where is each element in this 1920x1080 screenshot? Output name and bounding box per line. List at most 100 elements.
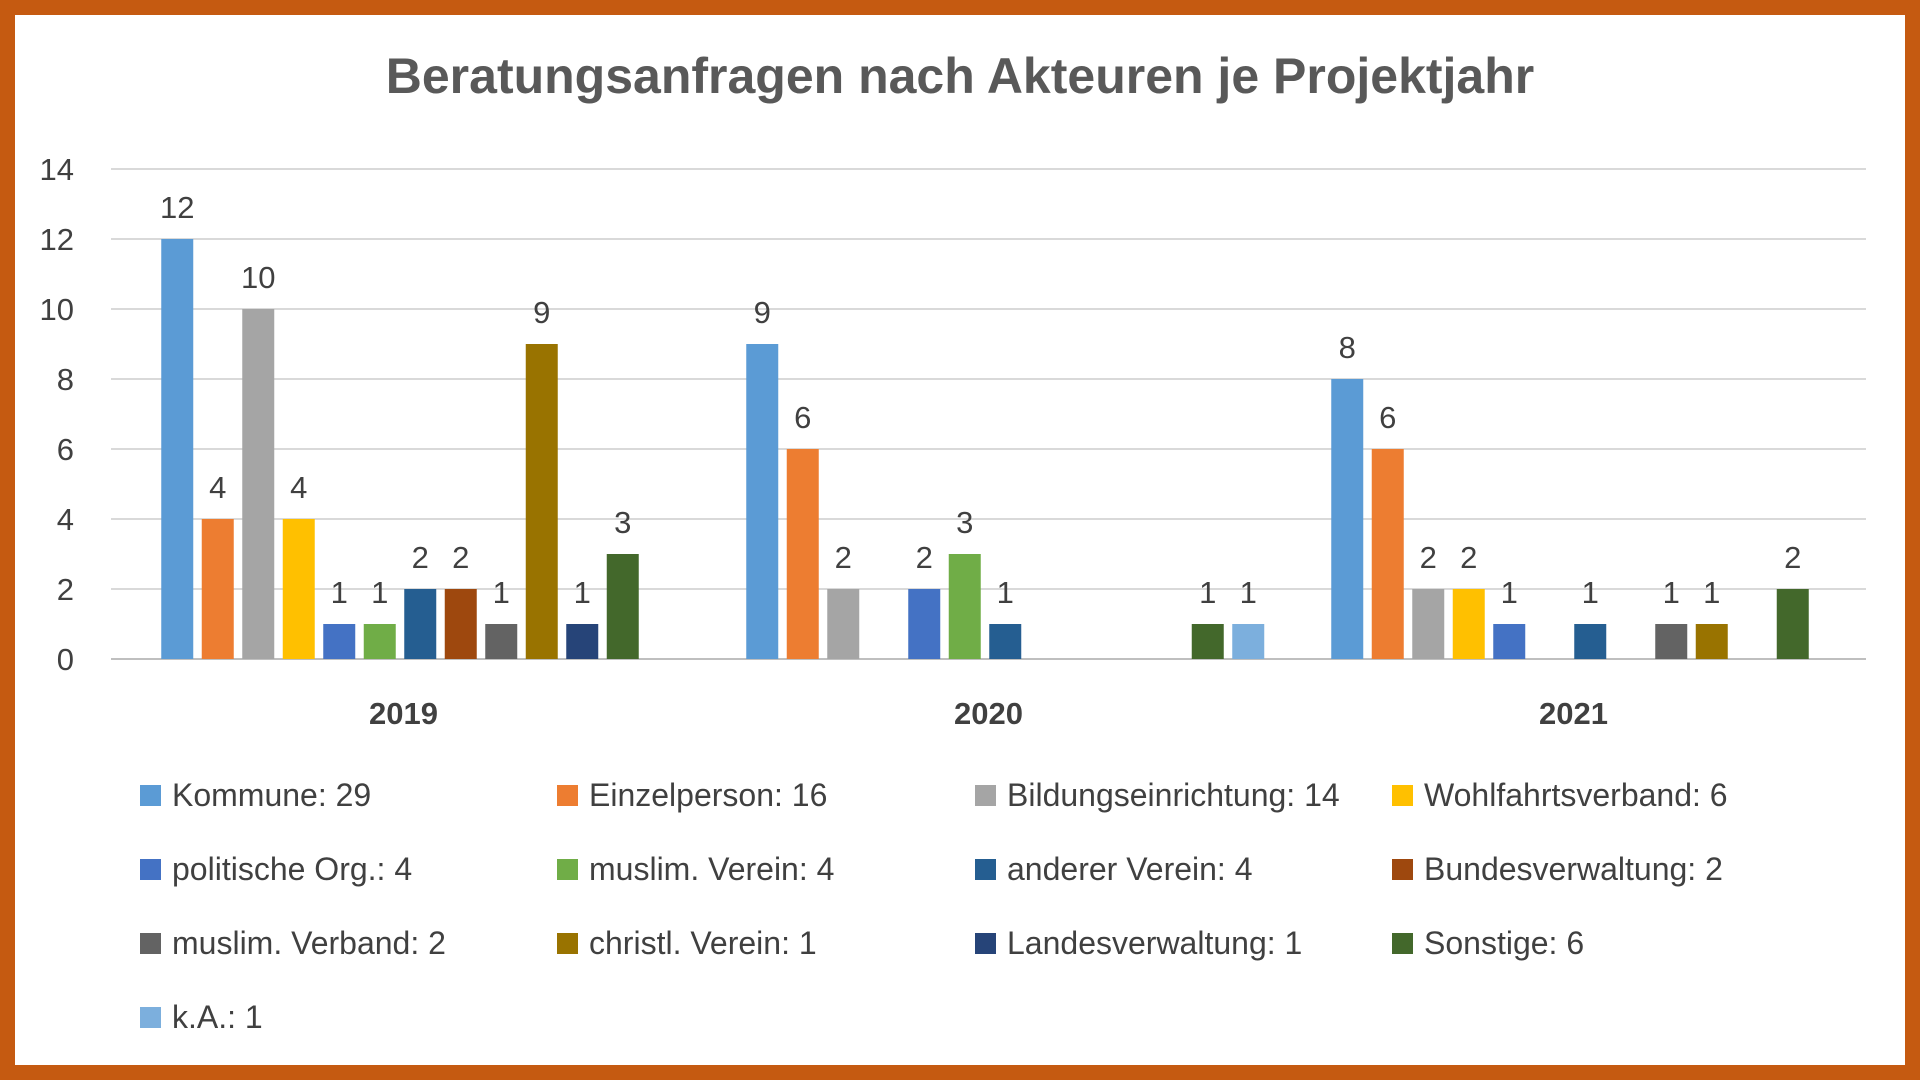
- legend-swatch: [975, 785, 996, 806]
- x-category-label: 2020: [954, 696, 1023, 731]
- legend-label: anderer Verein: 4: [1007, 851, 1253, 887]
- bar: [1232, 624, 1265, 659]
- data-label: 8: [1339, 330, 1356, 365]
- data-label: 1: [1240, 575, 1257, 610]
- data-label: 12: [160, 190, 194, 225]
- legend-swatch: [140, 859, 161, 880]
- bar: [485, 624, 518, 659]
- legend-swatch: [975, 933, 996, 954]
- legend-label: k.A.: 1: [172, 999, 263, 1035]
- bar: [989, 624, 1022, 659]
- data-label: 3: [956, 505, 973, 540]
- legend-swatch: [975, 859, 996, 880]
- bar: [1655, 624, 1688, 659]
- legend-swatch: [557, 933, 578, 954]
- y-tick-label: 8: [57, 362, 74, 397]
- data-label: 4: [209, 470, 226, 505]
- legend-label: Einzelperson: 16: [589, 777, 827, 813]
- bar-chart: Beratungsanfragen nach Akteuren je Proje…: [40, 48, 1866, 1035]
- legend-swatch: [1392, 859, 1413, 880]
- y-tick-label: 4: [57, 502, 74, 537]
- data-label: 1: [493, 575, 510, 610]
- data-label: 4: [290, 470, 307, 505]
- bar: [1776, 589, 1809, 659]
- x-axis: 2019 2020 2021: [369, 696, 1608, 731]
- data-label: 1: [1703, 575, 1720, 610]
- y-axis: 0 2 4 6 8 10 12 14: [40, 152, 74, 677]
- data-label: 2: [412, 540, 429, 575]
- legend-label: politische Org.: 4: [172, 851, 412, 887]
- x-category-label: 2019: [369, 696, 438, 731]
- bar: [201, 519, 234, 659]
- data-label: 1: [574, 575, 591, 610]
- legend-swatch: [557, 785, 578, 806]
- bar: [746, 344, 779, 659]
- bar: [282, 519, 315, 659]
- chart-title: Beratungsanfragen nach Akteuren je Proje…: [386, 48, 1534, 104]
- bar: [1452, 589, 1485, 659]
- bar: [363, 624, 396, 659]
- legend-label: Landesverwaltung: 1: [1007, 925, 1302, 961]
- data-label: 2: [1460, 540, 1477, 575]
- bar: [404, 589, 437, 659]
- bar: [908, 589, 941, 659]
- legend-label: Bundesverwaltung: 2: [1424, 851, 1723, 887]
- data-label: 1: [331, 575, 348, 610]
- legend-label: Bildungseinrichtung: 14: [1007, 777, 1340, 813]
- y-tick-label: 0: [57, 642, 74, 677]
- legend-label: muslim. Verein: 4: [589, 851, 834, 887]
- data-label: 2: [452, 540, 469, 575]
- x-category-label: 2021: [1539, 696, 1608, 731]
- legend-swatch: [557, 859, 578, 880]
- legend-swatch: [140, 1007, 161, 1028]
- data-label: 9: [754, 295, 771, 330]
- data-label: 1: [1582, 575, 1599, 610]
- legend-label: muslim. Verband: 2: [172, 925, 446, 961]
- legend-label: christl. Verein: 1: [589, 925, 817, 961]
- gridlines: [111, 168, 1866, 660]
- y-tick-label: 2: [57, 572, 74, 607]
- bar: [444, 589, 477, 659]
- data-label: 2: [916, 540, 933, 575]
- legend-swatch: [1392, 933, 1413, 954]
- bar: [827, 589, 860, 659]
- y-tick-label: 14: [40, 152, 74, 187]
- bar: [1331, 379, 1364, 659]
- data-label: 6: [1379, 400, 1396, 435]
- data-label: 3: [614, 505, 631, 540]
- legend-label: Wohlfahrtsverband: 6: [1424, 777, 1728, 813]
- bar: [161, 239, 194, 659]
- data-label: 1: [1663, 575, 1680, 610]
- bar: [323, 624, 356, 659]
- bar: [786, 449, 819, 659]
- bar: [1371, 449, 1404, 659]
- bar: [1412, 589, 1445, 659]
- data-label: 1: [371, 575, 388, 610]
- bar: [242, 309, 275, 659]
- data-label: 9: [533, 295, 550, 330]
- bar: [1695, 624, 1728, 659]
- bar: [606, 554, 639, 659]
- y-tick-label: 10: [40, 292, 74, 327]
- legend-swatch: [1392, 785, 1413, 806]
- data-label: 2: [1784, 540, 1801, 575]
- bar: [948, 554, 981, 659]
- bar: [1191, 624, 1224, 659]
- legend-label: Sonstige: 6: [1424, 925, 1584, 961]
- data-label: 10: [241, 260, 275, 295]
- data-label: 1: [997, 575, 1014, 610]
- data-label: 1: [1501, 575, 1518, 610]
- bar: [525, 344, 558, 659]
- data-label: 1: [1199, 575, 1216, 610]
- data-label: 2: [1420, 540, 1437, 575]
- bar: [1493, 624, 1526, 659]
- data-label: 2: [835, 540, 852, 575]
- y-tick-label: 6: [57, 432, 74, 467]
- legend-swatch: [140, 933, 161, 954]
- data-label: 6: [794, 400, 811, 435]
- bar: [1574, 624, 1607, 659]
- bar: [566, 624, 599, 659]
- legend-swatch: [140, 785, 161, 806]
